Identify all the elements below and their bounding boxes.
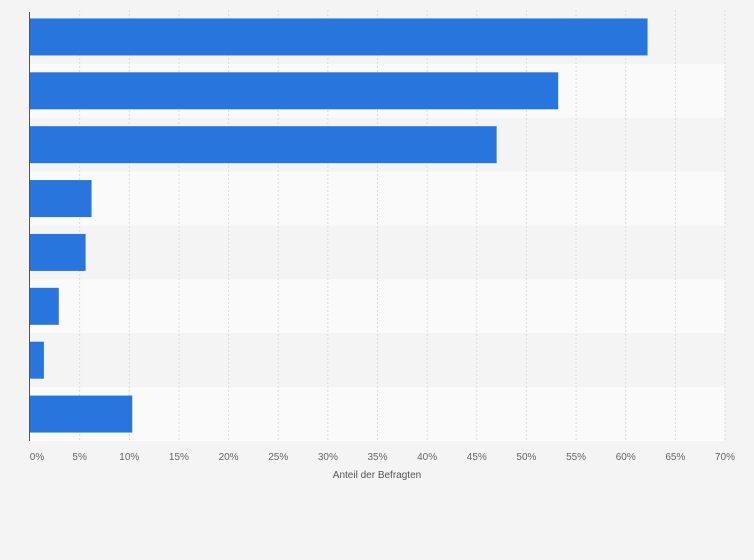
x-tick-label: 60% <box>616 452 636 463</box>
x-tick-label: 30% <box>318 452 338 463</box>
x-axis-title: Anteil der Befragten <box>333 470 421 481</box>
x-tick-label: 5% <box>72 452 87 463</box>
bar[interactable] <box>30 72 559 110</box>
bar[interactable] <box>30 341 44 379</box>
x-tick-label: 50% <box>516 452 536 463</box>
x-tick-label: 55% <box>566 452 586 463</box>
x-tick-label: 20% <box>219 452 239 463</box>
x-tick-labels: 0% 5% 10% 15% 20% 25% 30% 35% 40% 45% 50% 55% 60% 65%… <box>30 452 735 463</box>
bar[interactable] <box>30 126 497 164</box>
bar[interactable] <box>30 233 86 271</box>
x-tick-label: 40% <box>417 452 437 463</box>
x-tick-label: 65% <box>665 452 685 463</box>
bar[interactable] <box>30 287 59 325</box>
bar[interactable] <box>30 395 133 433</box>
x-tick-label: 10% <box>119 452 139 463</box>
x-tick-label: 45% <box>467 452 487 463</box>
bar[interactable] <box>30 18 648 56</box>
x-tick-label: 0% <box>30 452 45 463</box>
bars <box>30 18 648 433</box>
x-tick-label: 25% <box>268 452 288 463</box>
x-tick-label: 70% <box>715 452 735 463</box>
bar[interactable] <box>30 180 92 218</box>
x-tick-label: 15% <box>169 452 189 463</box>
x-tick-label: 35% <box>367 452 387 463</box>
